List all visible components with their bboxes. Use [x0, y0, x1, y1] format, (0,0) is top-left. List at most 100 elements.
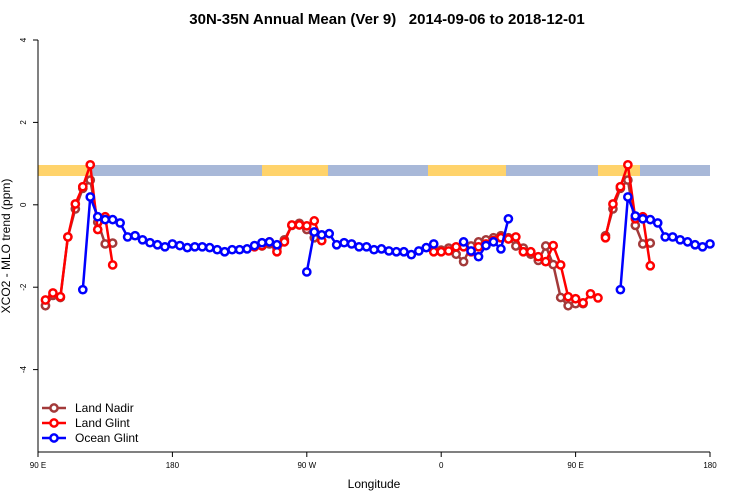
data-point — [107, 260, 118, 270]
data-point — [443, 246, 454, 256]
data-point — [369, 244, 379, 255]
data-point — [682, 237, 693, 247]
data-point — [600, 232, 611, 243]
legend-label: Ocean Glint — [75, 431, 139, 445]
x-tick-label: 90 E — [30, 461, 46, 470]
data-point — [623, 192, 633, 202]
data-point — [697, 241, 708, 252]
data-point — [376, 244, 387, 254]
data-point — [70, 199, 81, 209]
data-point — [451, 249, 461, 260]
data-point — [705, 239, 715, 249]
data-point — [301, 220, 312, 231]
y-tick-label: 0 — [19, 202, 28, 207]
data-point — [152, 239, 163, 250]
data-point — [615, 181, 626, 192]
data-point — [100, 214, 111, 225]
y-tick-label: -4 — [19, 365, 28, 373]
data-point — [130, 230, 140, 241]
data-point — [555, 260, 566, 270]
data-point — [451, 241, 461, 252]
data-point — [384, 246, 394, 256]
data-point — [652, 218, 663, 228]
data-point — [287, 220, 297, 230]
data-point — [227, 244, 237, 255]
data-point — [346, 239, 357, 249]
data-point — [294, 220, 305, 230]
data-point — [615, 284, 626, 295]
chart-title: 30N-35N Annual Mean (Ver 9) 2014-09-06 t… — [189, 11, 584, 28]
data-point — [525, 246, 536, 257]
data-point — [204, 242, 215, 253]
x-tick-label: 180 — [703, 461, 717, 470]
data-point — [503, 213, 514, 224]
data-point — [212, 244, 223, 255]
x-tick-label: 0 — [439, 461, 444, 470]
legend-marker — [49, 403, 59, 413]
data-point — [122, 232, 133, 242]
data-point — [361, 241, 372, 252]
data-point — [585, 288, 596, 299]
data-point — [63, 232, 73, 242]
data-point — [85, 192, 96, 202]
data-point — [458, 256, 469, 267]
data-point — [570, 293, 581, 304]
data-point — [391, 246, 402, 257]
land-band — [428, 165, 506, 176]
data-point — [48, 288, 58, 298]
series-line — [44, 164, 652, 305]
data-point — [533, 251, 544, 262]
data-point — [488, 237, 499, 247]
data-point — [182, 242, 193, 253]
data-point — [421, 242, 432, 253]
y-tick-label: -2 — [19, 283, 28, 291]
data-point — [219, 246, 230, 257]
data-point — [555, 292, 566, 303]
data-point — [309, 227, 320, 237]
data-point — [77, 284, 88, 295]
data-point — [563, 300, 573, 311]
x-tick-label: 90 E — [567, 461, 583, 470]
data-point — [272, 239, 282, 250]
data-point — [354, 241, 364, 252]
data-point — [242, 244, 252, 254]
legend-marker — [49, 418, 59, 428]
data-point — [578, 298, 588, 308]
data-point — [481, 240, 491, 251]
data-point — [137, 234, 148, 245]
data-point — [690, 239, 700, 250]
data-point — [413, 246, 424, 256]
data-point — [623, 159, 633, 170]
data-point — [667, 232, 678, 242]
data-point — [77, 181, 88, 192]
data-point — [428, 246, 439, 257]
data-point — [316, 230, 327, 240]
land-band — [262, 165, 328, 176]
data-point — [324, 228, 335, 239]
data-point — [563, 291, 573, 302]
data-point — [496, 244, 506, 254]
data-point — [257, 237, 267, 248]
data-point — [279, 237, 290, 247]
data-point — [637, 213, 648, 224]
legend-label: Land Nadir — [75, 401, 134, 415]
data-point — [406, 249, 417, 260]
data-point — [160, 241, 170, 252]
data-point — [511, 232, 521, 242]
data-point — [608, 199, 618, 209]
legend-label: Land Glint — [75, 416, 130, 430]
data-point — [466, 246, 476, 256]
x-axis-title: Longitude — [348, 477, 401, 491]
data-point — [458, 237, 469, 247]
data-point — [428, 239, 439, 249]
data-point — [540, 256, 551, 267]
x-tick-label: 90 W — [297, 461, 316, 470]
y-tick-label: 4 — [19, 37, 28, 42]
data-point — [100, 239, 111, 249]
data-point — [107, 214, 118, 225]
data-point — [40, 295, 51, 305]
data-point — [55, 291, 66, 302]
data-point — [645, 260, 656, 271]
data-point — [399, 246, 409, 257]
